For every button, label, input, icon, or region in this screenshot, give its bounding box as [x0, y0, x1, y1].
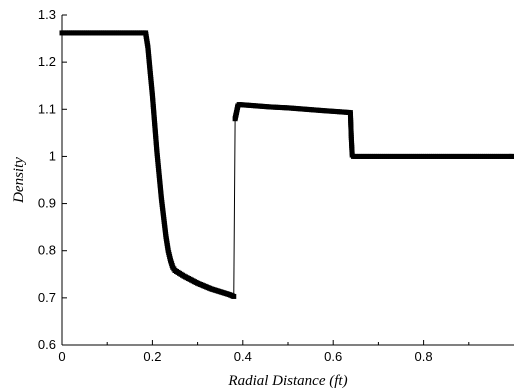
x-tick-label: 0 — [58, 349, 65, 364]
y-tick-label: 0.7 — [38, 290, 56, 305]
y-tick-label: 0.8 — [38, 243, 56, 258]
x-tick-label: 0.2 — [143, 349, 161, 364]
x-tick-label: 0.4 — [234, 349, 252, 364]
series-marker — [231, 293, 237, 299]
x-axis-ticks: 0 0.2 0.4 0.6 0.8 — [58, 340, 470, 364]
series-line — [62, 32, 514, 298]
x-tick-label: 0.6 — [324, 349, 342, 364]
y-tick-label: 1.3 — [38, 7, 56, 22]
y-axis-ticks: 0.6 0.7 0.8 0.9 1 1.1 1.2 1.3 — [38, 7, 67, 352]
y-tick-label: 1 — [49, 148, 56, 163]
y-axis-title: Density — [11, 157, 27, 204]
y-tick-label: 1.1 — [38, 101, 56, 116]
y-tick-label: 1.2 — [38, 54, 56, 69]
y-tick-label: 0.9 — [38, 196, 56, 211]
series-marker — [509, 153, 514, 159]
density-series — [59, 30, 514, 299]
x-axis-title: Radial Distance (ft) — [227, 373, 347, 389]
y-tick-label: 0.6 — [38, 337, 56, 352]
x-tick-label: 0.8 — [415, 349, 433, 364]
